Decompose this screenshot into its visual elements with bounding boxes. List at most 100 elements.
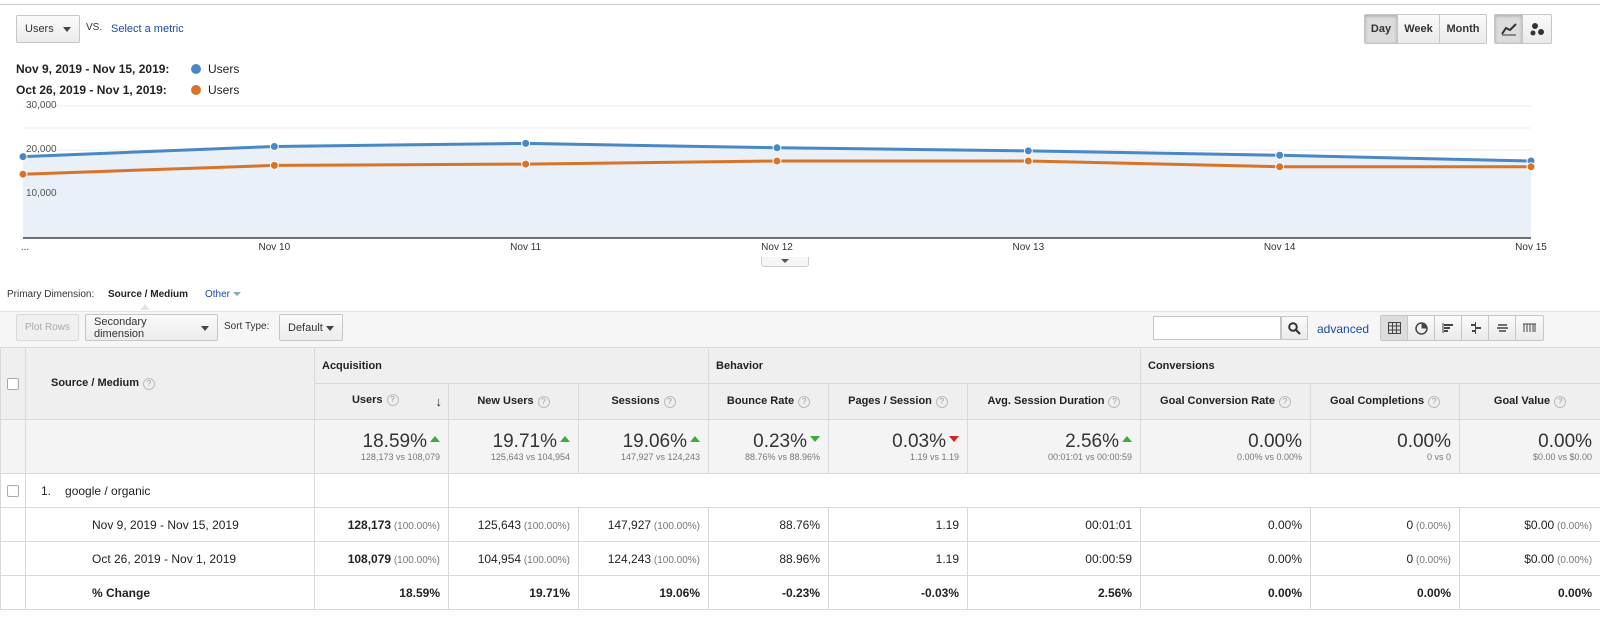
totals-change-value: 0.00%	[1248, 430, 1303, 452]
cell-value: 0.00%	[1416, 585, 1452, 600]
cell-value: $0.00	[1524, 517, 1555, 532]
cell-value: 124,243	[607, 551, 652, 566]
week-button[interactable]: Week	[1398, 15, 1440, 43]
help-icon[interactable]: ?	[143, 377, 156, 390]
chart-collapse-handle[interactable]	[761, 257, 809, 267]
pivot-view-icon[interactable]	[1516, 316, 1543, 340]
legend-dot-1	[191, 64, 201, 74]
cell-value: 0.00%	[1267, 517, 1303, 532]
other-dimension-link[interactable]: Other	[205, 289, 241, 300]
term-cloud-icon[interactable]	[1489, 316, 1516, 340]
column-header[interactable]: Users? ↓	[314, 383, 449, 420]
table-cell: 1.19	[828, 541, 969, 576]
table-cell: 19.71%	[448, 575, 579, 610]
performance-view-icon[interactable]	[1435, 316, 1462, 340]
cell-percent: (100.00%)	[651, 520, 701, 532]
month-button[interactable]: Month	[1440, 15, 1486, 43]
series-1-point	[18, 152, 28, 162]
conversions-group-header: Conversions	[1140, 347, 1600, 384]
column-header[interactable]: Sessions?	[577, 383, 710, 420]
legend-range-2: Oct 26, 2019 - Nov 1, 2019:	[16, 83, 167, 97]
select-all-checkbox[interactable]	[7, 377, 19, 390]
help-icon[interactable]: ?	[537, 395, 550, 408]
column-header[interactable]: Avg. Session Duration?	[967, 383, 1142, 420]
primary-dimension-selected[interactable]: Source / Medium	[108, 289, 189, 300]
cell-percent: (100.00%)	[521, 520, 570, 532]
sort-type-dropdown[interactable]: Default	[279, 314, 343, 341]
table-cell: -0.03%	[828, 575, 969, 610]
cell-value: -0.23%	[781, 585, 821, 600]
column-header-label: Pages / Session	[848, 395, 932, 408]
table-cell: -0.23%	[708, 575, 830, 610]
totals-change-value: 0.23%	[753, 430, 808, 452]
column-header[interactable]: New Users?	[448, 383, 579, 420]
table-cell: 88.96%	[708, 541, 830, 576]
select-metric-link[interactable]: Select a metric	[111, 23, 184, 35]
cell-value: 0.00%	[1267, 585, 1303, 600]
column-header[interactable]: Goal Conversion Rate?	[1140, 383, 1312, 420]
help-icon[interactable]: ?	[1108, 395, 1121, 408]
select-all-cell	[0, 347, 26, 420]
row-checkbox-cell	[0, 473, 26, 508]
secondary-dimension-dropdown[interactable]: Secondary dimension	[85, 314, 218, 341]
period-label: % Change	[25, 575, 315, 610]
column-header[interactable]: Pages / Session?	[828, 383, 969, 420]
x-tick-label: Nov 10	[258, 242, 291, 253]
row-checkbox[interactable]	[7, 484, 19, 497]
y-tick-label: 10,000	[26, 188, 57, 199]
primary-dimension-label: Primary Dimension:	[7, 289, 95, 300]
totals-cell: 19.06% 147,927 vs 124,243	[577, 419, 710, 474]
search-button[interactable]	[1281, 316, 1308, 340]
comparison-view-icon[interactable]	[1462, 316, 1489, 340]
series-2-point	[521, 159, 531, 169]
x-tick-label: Nov 11	[510, 242, 542, 253]
row-dimension-link[interactable]: google / organic	[65, 483, 151, 498]
totals-cell: 19.71% 125,643 vs 104,954	[448, 419, 579, 474]
totals-comparison: 0 vs 0	[1427, 451, 1452, 462]
metric-dropdown[interactable]: Users	[16, 15, 80, 43]
legend-series-1: Users	[208, 62, 240, 76]
granularity-buttons: Day Week Month	[1364, 14, 1487, 44]
plot-rows-button[interactable]: Plot Rows	[16, 314, 79, 341]
chevron-down-icon	[781, 259, 789, 263]
series-2-point	[1275, 162, 1285, 172]
table-cell: 147,927 (100.00%)	[577, 507, 710, 542]
column-header[interactable]: Goal Value?	[1459, 383, 1600, 420]
help-icon[interactable]: ?	[798, 395, 811, 408]
table-cell: 00:00:59	[967, 541, 1142, 576]
table-search-input[interactable]	[1153, 316, 1281, 340]
y-tick-label: 30,000	[26, 100, 57, 111]
search-icon	[1288, 321, 1301, 335]
help-icon[interactable]: ?	[386, 394, 399, 407]
totals-change-value: 2.56%	[1065, 430, 1120, 452]
cell-value: 125,643	[477, 517, 522, 532]
sort-arrow-icon[interactable]: ↓	[435, 394, 443, 409]
cell-percent: (100.00%)	[521, 554, 570, 566]
day-button[interactable]: Day	[1365, 15, 1398, 43]
help-icon[interactable]: ?	[1428, 395, 1441, 408]
table-view-icon[interactable]	[1381, 316, 1408, 340]
motion-chart-icon[interactable]	[1523, 15, 1551, 43]
column-header[interactable]: Goal Completions?	[1310, 383, 1461, 420]
series-2-point	[1526, 162, 1536, 172]
line-chart-icon[interactable]	[1495, 15, 1523, 43]
help-icon[interactable]: ?	[663, 395, 676, 408]
help-icon[interactable]: ?	[1554, 395, 1567, 408]
cell-value: 108,079	[347, 551, 392, 566]
column-header-row: Users? ↓ New Users? Sessions? Bounce Rate? Pa…	[1, 383, 1600, 420]
totals-comparison: 0.00% vs 0.00%	[1236, 451, 1303, 462]
column-header[interactable]: Bounce Rate?	[708, 383, 830, 420]
totals-change-value: 0.00%	[1397, 430, 1452, 452]
column-header-label: Goal Completions	[1329, 395, 1425, 408]
pie-view-icon[interactable]	[1408, 316, 1435, 340]
row-index: 1.	[41, 483, 52, 498]
table-cell: 88.76%	[708, 507, 830, 542]
help-icon[interactable]: ?	[1278, 395, 1291, 408]
cell-percent: (0.00%)	[1413, 554, 1452, 566]
help-icon[interactable]: ?	[935, 395, 948, 408]
table-cell: 0.00%	[1459, 575, 1600, 610]
totals-cell: 18.59% 128,173 vs 108,079	[314, 419, 449, 474]
advanced-link[interactable]: advanced	[1317, 322, 1370, 336]
table-cell: 2.56%	[967, 575, 1142, 610]
dimension-header[interactable]: Source / Medium?	[25, 347, 315, 420]
